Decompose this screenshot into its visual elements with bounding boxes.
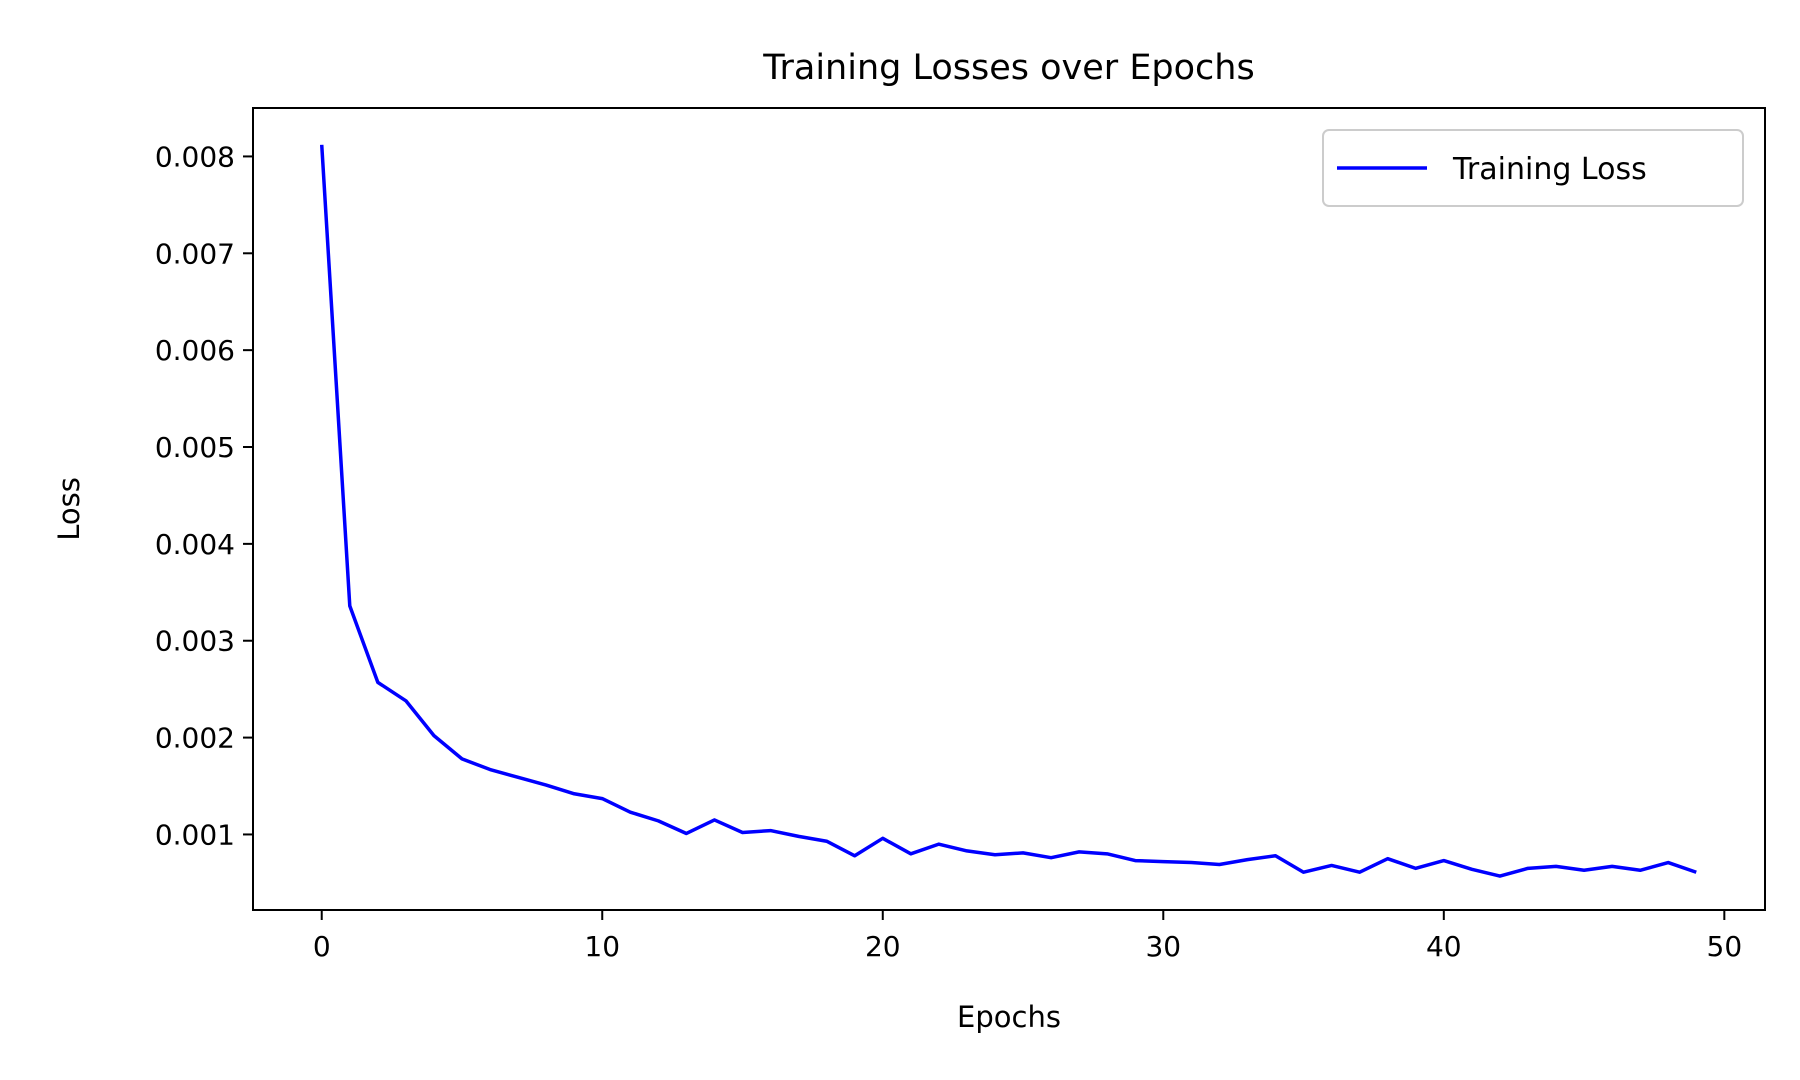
y-tick-label: 0.003 <box>155 625 235 658</box>
legend-box <box>1322 129 1744 207</box>
plot-area: 0 10 20 30 40 50 0.0010.0020.0030.0040.0050.0… <box>155 107 1766 963</box>
x-axis-ticks: 0 10 20 30 40 50 <box>313 910 1742 963</box>
x-tick-label: 50 <box>1707 930 1743 963</box>
x-tick-label: 40 <box>1426 930 1462 963</box>
series-line-training-loss <box>319 144 1697 878</box>
y-tick-label: 0.004 <box>155 528 235 561</box>
y-tick-label: 0.002 <box>155 722 235 755</box>
y-axis-title: Loss <box>52 477 86 541</box>
legend: Training Loss <box>1322 129 1744 207</box>
y-axis-ticks: 0.001 0.002 0.003 0.004 0.005 0.006 0.007 0.008 <box>155 140 253 851</box>
x-axis-title: Epochs <box>957 1000 1061 1034</box>
x-tick-label: 0 <box>313 930 331 963</box>
y-tick-label: 0.007 <box>155 237 235 270</box>
x-tick-label: 10 <box>584 930 620 963</box>
x-tick-label: 30 <box>1145 930 1181 963</box>
legend-label: Training Loss <box>1452 152 1647 187</box>
y-tick-label: 0.008 <box>155 140 235 173</box>
axes-frame <box>252 107 1766 911</box>
series-layer <box>319 144 1697 878</box>
y-tick-label: 0.001 <box>155 818 235 851</box>
y-tick-label: 0.006 <box>155 334 235 367</box>
y-tick-label: 0.005 <box>155 431 235 464</box>
chart-title: Training Losses over Epochs <box>762 48 1254 88</box>
x-tick-label: 20 <box>865 930 901 963</box>
